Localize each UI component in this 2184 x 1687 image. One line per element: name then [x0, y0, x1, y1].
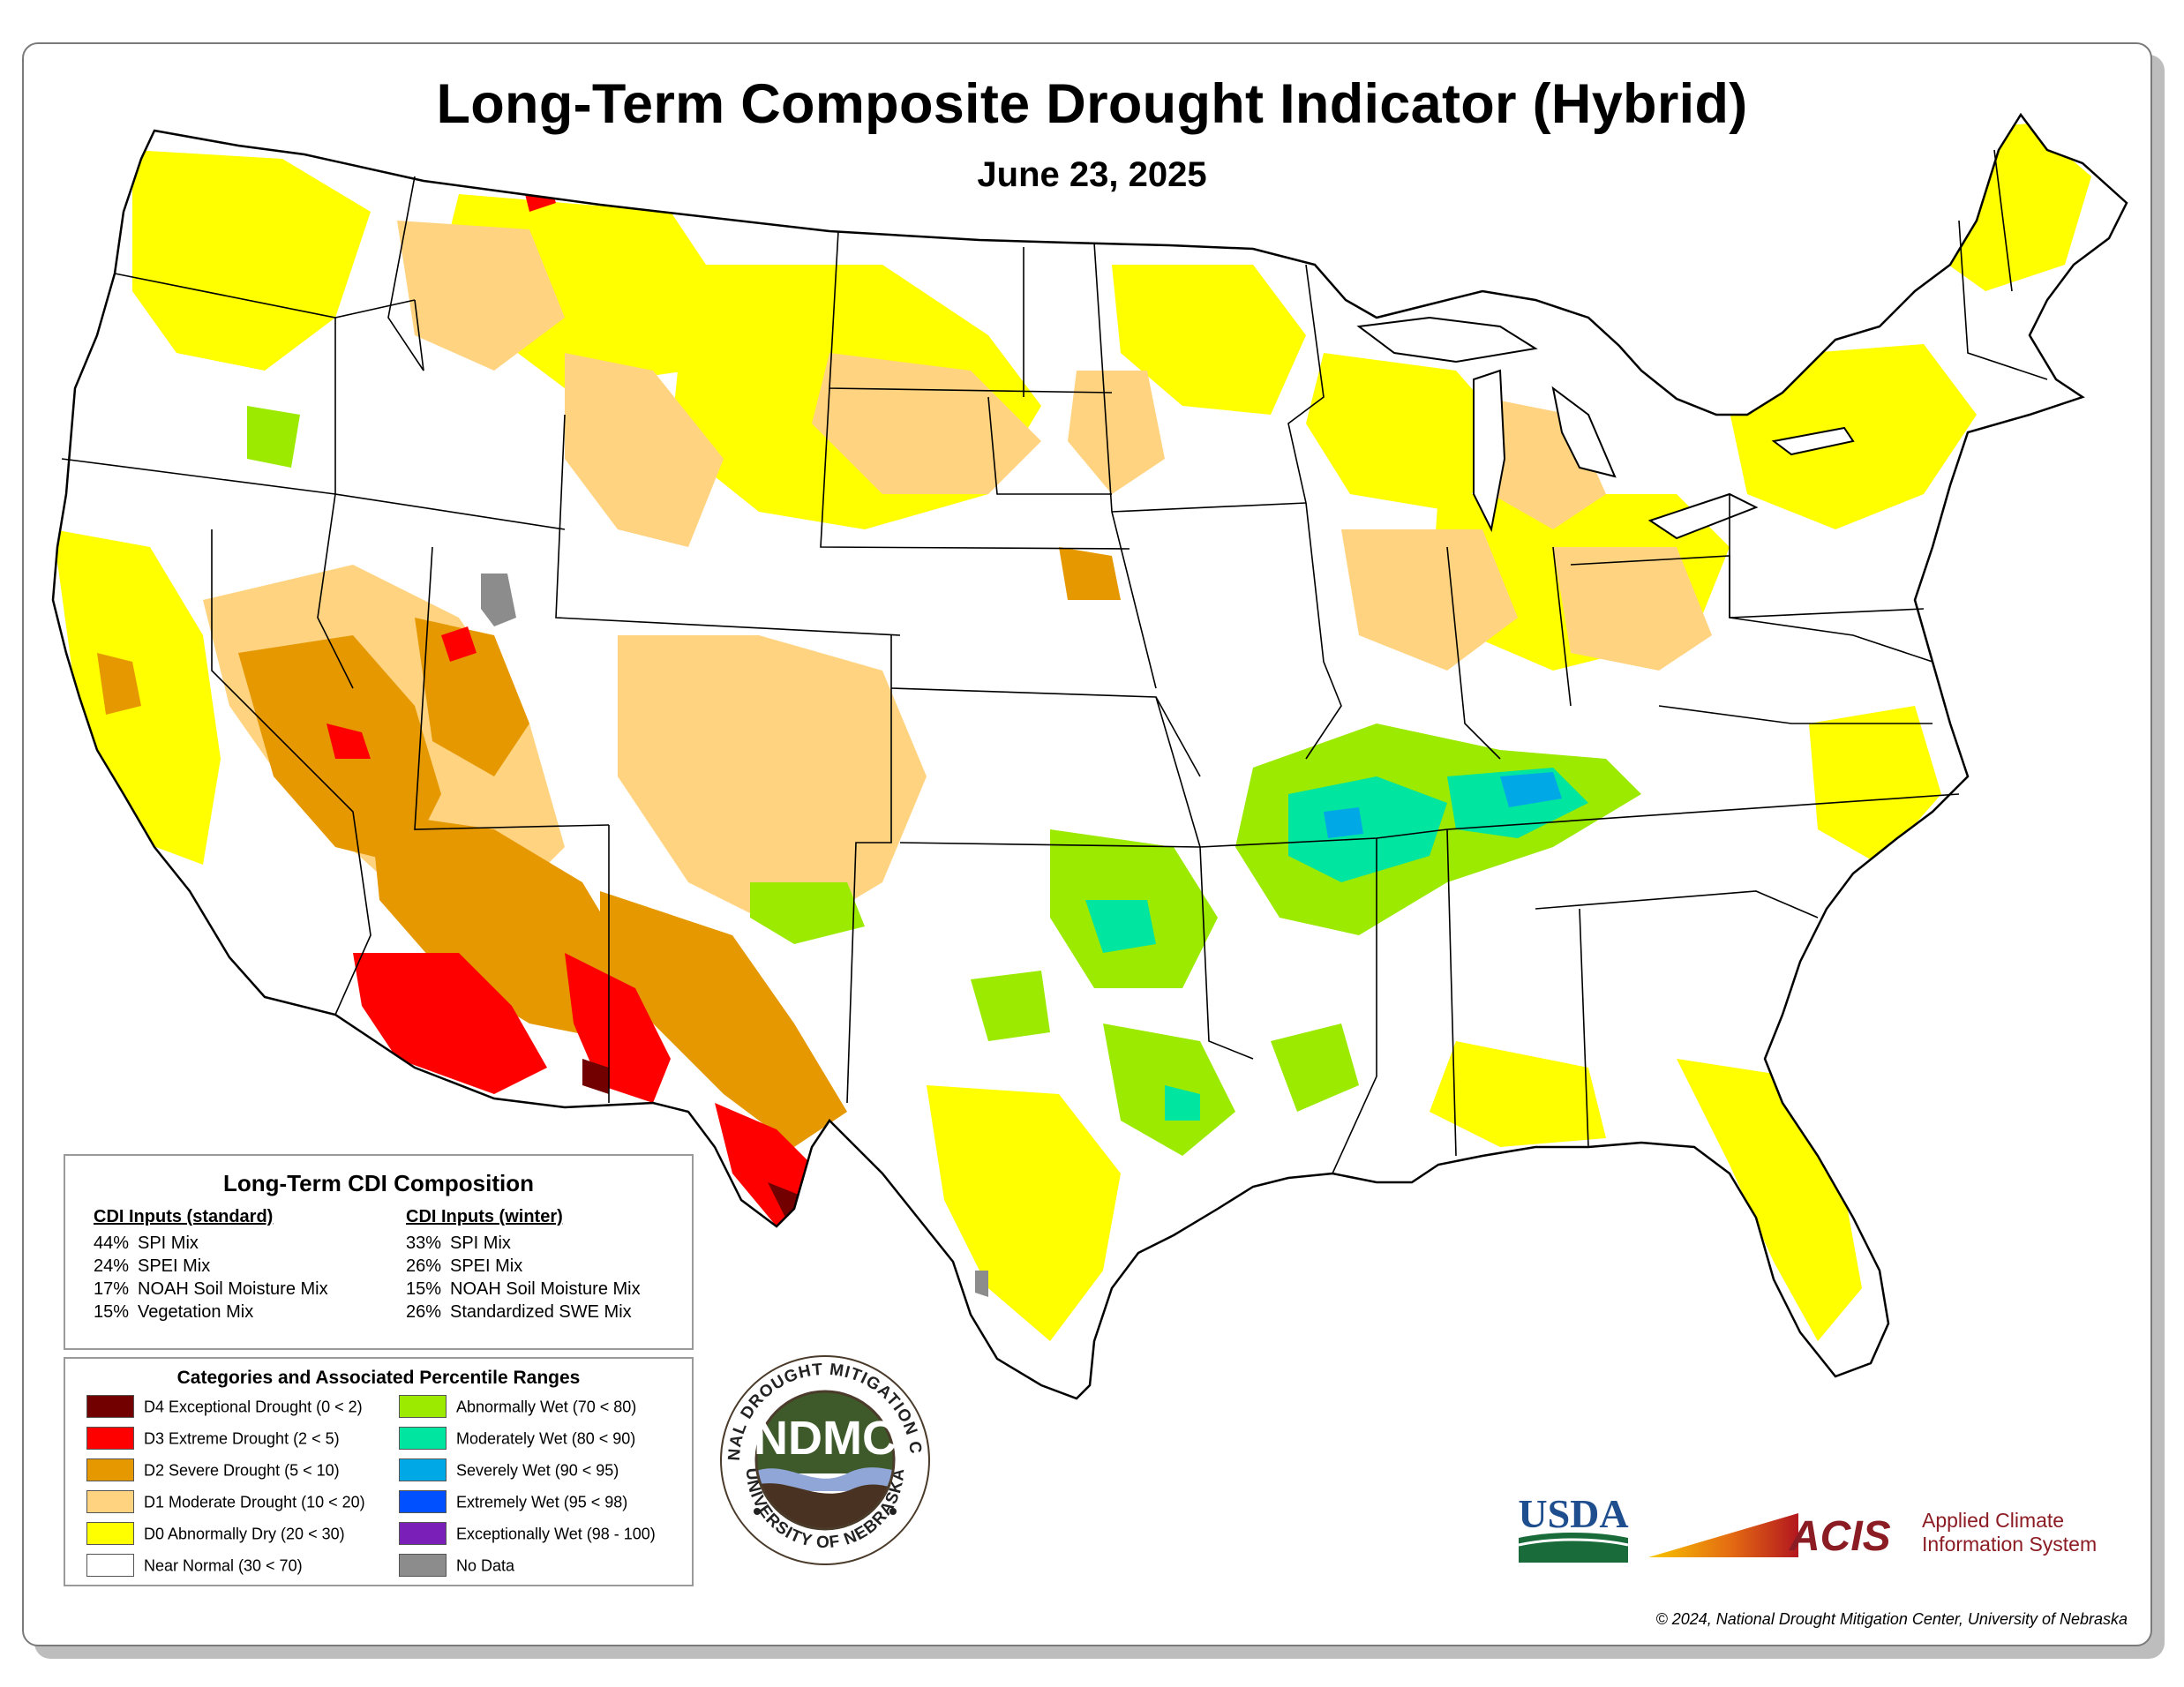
legend-swatch [399, 1458, 447, 1482]
map-title: Long-Term Composite Drought Indicator (H… [436, 73, 1748, 135]
legend-item-w3: Extremely Wet (95 < 98) [399, 1489, 628, 1514]
ndmc-logo: NATIONAL DROUGHT MITIGATION CENTER UNIVE… [715, 1350, 930, 1565]
legend-title: Categories and Associated Percentile Ran… [176, 1368, 581, 1388]
legend-label: Exceptionally Wet (98 - 100) [456, 1525, 656, 1543]
legend-item-d3: D3 Extreme Drought (2 < 5) [86, 1426, 340, 1451]
standard-inputs: CDI Inputs (standard) 44% SPI Mix 24% SPEI… [94, 1205, 328, 1323]
legend-item-w4: Exceptionally Wet (98 - 100) [399, 1521, 656, 1546]
input-percent: 26% [406, 1256, 442, 1276]
legend-swatch [399, 1490, 447, 1514]
legend-item-d1: D1 Moderate Drought (10 < 20) [86, 1489, 365, 1514]
acis-abbrev: ACIS [1789, 1513, 1891, 1560]
input-percent: 24% [94, 1256, 130, 1276]
legend-label: Severely Wet (90 < 95) [456, 1461, 619, 1480]
legend-item-d2: D2 Severe Drought (5 < 10) [86, 1458, 340, 1482]
input-label: SPI Mix [450, 1233, 511, 1253]
input-label: Standardized SWE Mix [450, 1302, 632, 1322]
legend-item-d4: D4 Exceptional Drought (0 < 2) [86, 1394, 363, 1419]
legend-swatch [86, 1522, 134, 1546]
acis-line2: Information System [1922, 1533, 2097, 1556]
input-percent: 15% [94, 1302, 130, 1322]
legend-item-normal: Near Normal (30 < 70) [86, 1553, 303, 1578]
legend-label: D2 Severe Drought (5 < 10) [144, 1461, 340, 1480]
winter-input-row: 26% SPEI Mix [406, 1255, 641, 1278]
ndmc-abbrev: NDMC [754, 1412, 897, 1465]
composition-title: Long-Term CDI Composition [223, 1170, 534, 1196]
legend-swatch [86, 1458, 134, 1482]
legend-swatch [399, 1395, 447, 1419]
input-percent: 26% [406, 1302, 442, 1322]
copyright-notice: © 2024, National Drought Mitigation Cent… [1655, 1610, 2128, 1628]
legend-swatch [399, 1427, 447, 1451]
standard-input-row: 15% Vegetation Mix [94, 1301, 328, 1323]
standard-inputs-header: CDI Inputs (standard) [94, 1207, 274, 1226]
legend-label: Moderately Wet (80 < 90) [456, 1429, 636, 1448]
input-label: Vegetation Mix [138, 1302, 254, 1322]
input-label: SPEI Mix [138, 1256, 211, 1276]
legend-label: D0 Abnormally Dry (20 < 30) [144, 1525, 345, 1543]
winter-input-row: 15% NOAH Soil Moisture Mix [406, 1278, 641, 1301]
legend-label: Near Normal (30 < 70) [144, 1556, 303, 1575]
winter-input-row: 26% Standardized SWE Mix [406, 1301, 641, 1323]
input-label: SPEI Mix [450, 1256, 523, 1276]
legend-label: D4 Exceptional Drought (0 < 2) [144, 1398, 363, 1416]
legend-item-w0: Abnormally Wet (70 < 80) [399, 1394, 637, 1419]
input-label: NOAH Soil Moisture Mix [450, 1279, 641, 1299]
acis-line1: Applied Climate [1922, 1509, 2064, 1532]
winter-inputs: CDI Inputs (winter) 33% SPI Mix 26% SPEI M… [406, 1205, 641, 1323]
input-label: SPI Mix [138, 1233, 199, 1253]
input-percent: 44% [94, 1233, 130, 1253]
legend-item-w2: Severely Wet (90 < 95) [399, 1458, 619, 1482]
legend-label: D1 Moderate Drought (10 < 20) [144, 1493, 365, 1511]
legend-swatch [86, 1395, 134, 1419]
legend-item-w1: Moderately Wet (80 < 90) [399, 1426, 636, 1451]
usda-text: USDA [1518, 1491, 1628, 1536]
legend-label: No Data [456, 1556, 515, 1575]
legend-label: Abnormally Wet (70 < 80) [456, 1398, 637, 1416]
input-percent: 15% [406, 1279, 442, 1299]
input-percent: 17% [94, 1279, 130, 1299]
input-percent: 33% [406, 1233, 442, 1253]
legend-swatch [86, 1554, 134, 1578]
category-legend: Categories and Associated Percentile Ran… [64, 1357, 694, 1586]
usda-logo: USDA [1518, 1491, 1629, 1563]
map-date: June 23, 2025 [977, 155, 1207, 194]
legend-swatch [86, 1490, 134, 1514]
standard-input-row: 44% SPI Mix [94, 1232, 328, 1255]
legend-label: D3 Extreme Drought (2 < 5) [144, 1429, 340, 1448]
legend-swatch [399, 1554, 447, 1578]
legend-label: Extremely Wet (95 < 98) [456, 1493, 628, 1511]
standard-input-row: 17% NOAH Soil Moisture Mix [94, 1278, 328, 1301]
winter-inputs-header: CDI Inputs (winter) [406, 1207, 563, 1226]
winter-input-row: 33% SPI Mix [406, 1232, 641, 1255]
input-label: NOAH Soil Moisture Mix [138, 1279, 328, 1299]
acis-logo: ACIS Applied Climate Information System [1648, 1509, 2097, 1560]
standard-input-row: 24% SPEI Mix [94, 1255, 328, 1278]
legend-item-nodata: No Data [399, 1553, 515, 1578]
legend-swatch [86, 1427, 134, 1451]
legend-swatch [399, 1522, 447, 1546]
legend-item-d0: D0 Abnormally Dry (20 < 30) [86, 1521, 345, 1546]
cdi-composition-box: Long-Term CDI Composition CDI Inputs (st… [64, 1154, 694, 1350]
